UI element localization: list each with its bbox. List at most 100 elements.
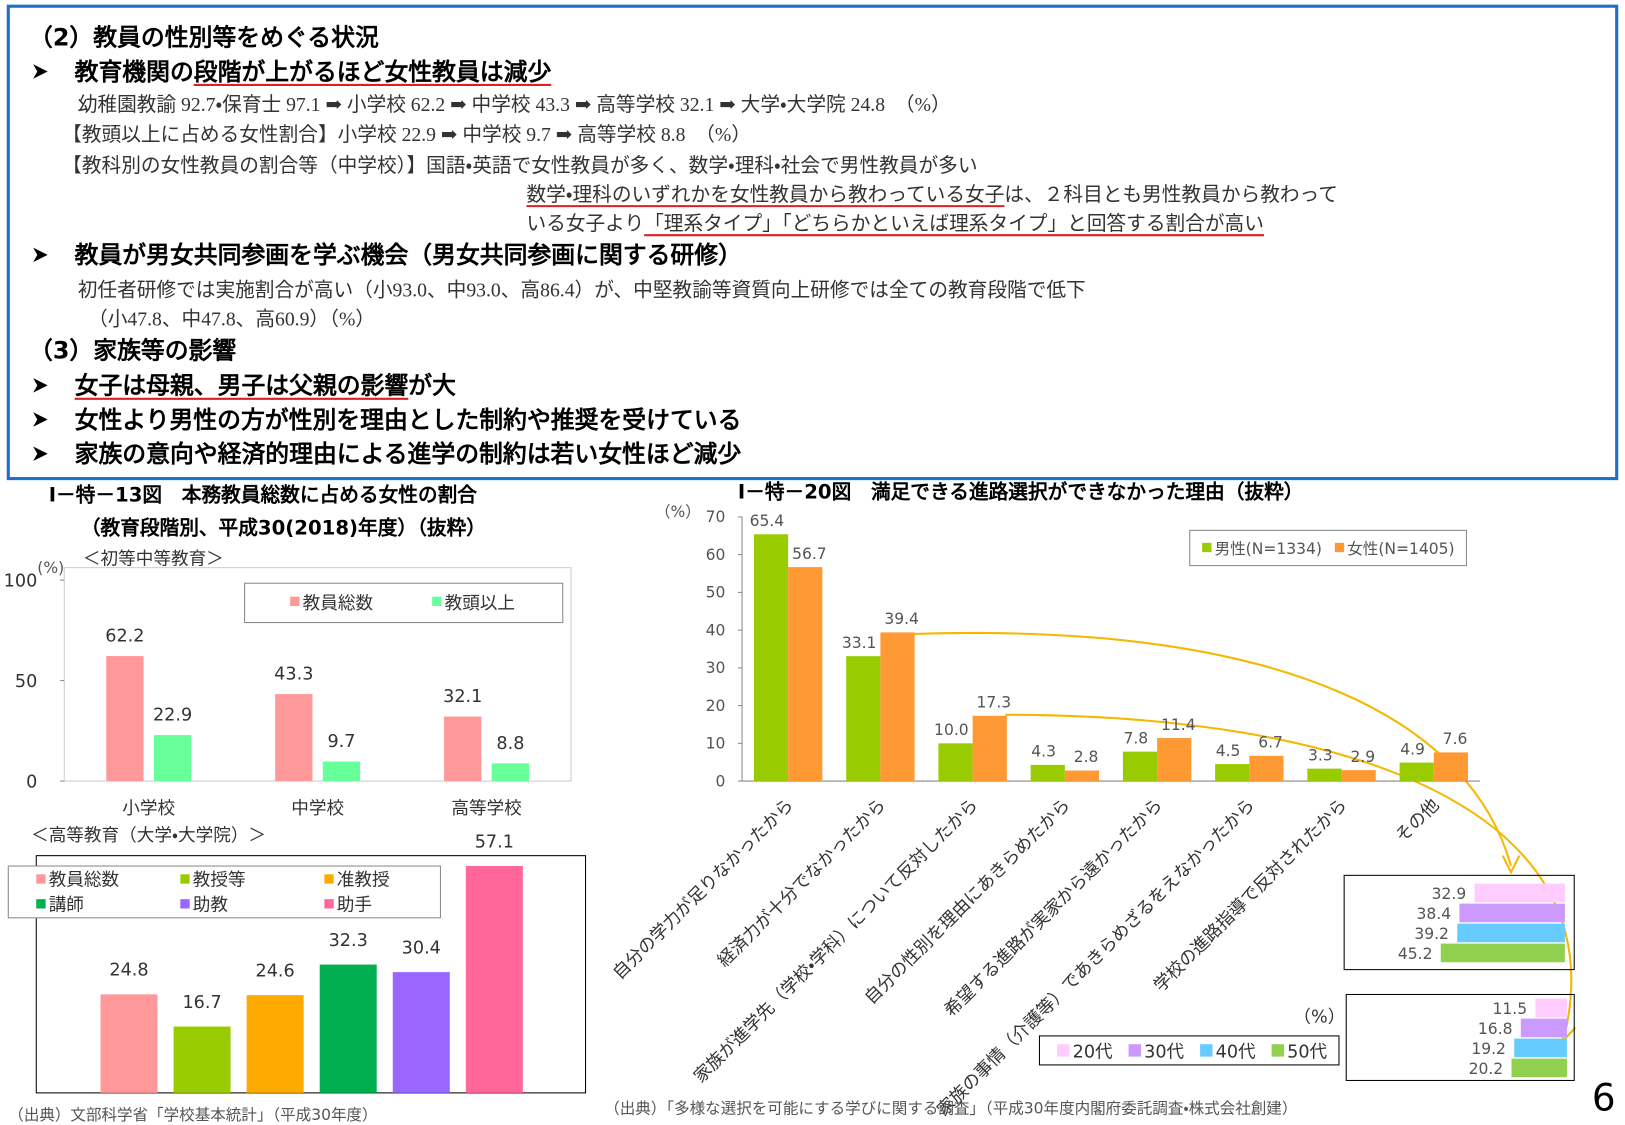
legend-label: 教頭以上 [445,594,515,614]
x-tick-label: 中学校 [291,799,344,819]
x-tick-label: 学校の進路指導で反対されたから [1150,795,1351,996]
bar [1215,764,1250,782]
data-label: 4.5 [1216,742,1241,760]
data-label: 56.7 [792,545,827,563]
bar [788,567,823,782]
text-line: （3）家族等の影響 [29,336,236,364]
source-note: （出典）文部科学省「学校基本統計」（平成30年度） [8,1106,377,1124]
inset-frame [1343,874,1575,971]
legend-swatch [1271,1044,1285,1057]
data-label: 45.2 [1398,945,1433,963]
legend-label: 50代 [1287,1043,1327,1063]
connector-arrow [1005,713,1573,1035]
data-label: 2.8 [1074,748,1099,766]
data-label: 2.9 [1350,748,1375,766]
text-line: 教育機関の段階が上がるほど女性教員は減少 [74,58,552,86]
text-line: 数学・理科のいずれかを女性教員から教わっている女子は、２科目とも男性教員から教わ… [526,184,1337,206]
y-tick-label: 30 [706,659,726,677]
legend-swatch [1057,1044,1070,1057]
bar [938,743,973,782]
data-label: 38.4 [1417,905,1452,923]
legend-swatch [1128,1044,1142,1057]
data-label: 3.3 [1308,746,1333,764]
y-unit: （%） [1293,1007,1345,1027]
bar [392,972,450,1093]
x-tick-label: 自分の性別を理由にあきらめたから [861,795,1074,1008]
bar [173,1026,231,1093]
text-line: 家族の意向や経済的理由による進学の制約は若い女性ほど減少 [75,440,742,468]
chart-section: ＜初等中等教育＞ [83,550,224,570]
bar [1514,1038,1567,1058]
bar [1535,998,1567,1018]
bullet-arrow [33,378,48,393]
legend-label: 女性(N=1405) [1347,540,1454,558]
data-label: 33.1 [842,634,877,652]
legend-swatch [324,874,334,884]
text-segment: 女子は母親、男子は父親の影響 [75,372,409,400]
bar [100,994,158,1093]
legend-label: 40代 [1216,1043,1256,1063]
data-label: 10.0 [934,721,969,739]
data-label: 7.6 [1443,730,1468,748]
text-segment: （3）家族等の影響 [29,336,236,364]
text-segment: （小47.8、中47.8、高60.9）（%） [88,308,375,330]
legend-swatch [290,596,300,607]
inset-frame [1345,993,1575,1081]
data-label: 16.7 [182,993,221,1013]
legend-box [1189,529,1467,567]
text-segment: 【教科別の女性教員の割合等（中学校）】国語・英語で女性教員が多く、数学・理科・社… [62,155,977,177]
y-tick-label: 70 [706,508,726,526]
text-line: 【教頭以上に占める女性割合】小学校 22.9 ➡ 中学校 9.7 ➡ 高等学校 … [62,124,751,146]
bar [753,534,789,782]
text-line: （2）教員の性別等をめぐる状況 [29,24,379,52]
arrow-head [1501,855,1521,875]
data-label: 4.3 [1031,743,1056,761]
text-line: 【教科別の女性教員の割合等（中学校）】国語・英語で女性教員が多く、数学・理科・社… [62,155,977,177]
data-label: 30.4 [402,938,441,958]
y-tick-label: 100 [4,571,38,591]
chart-subtitle: （教育段階別、平成30(2018)年度）（抜粋） [81,517,486,540]
legend-label: 教員総数 [49,871,120,891]
text-line: 女子は母親、男子は父親の影響が大 [75,372,457,400]
y-tick-label: 0 [716,772,726,790]
bar [1433,752,1468,782]
bar [972,715,1007,782]
bar [322,761,361,782]
data-label: 19.2 [1471,1040,1506,1058]
x-tick-label: 経済力が十分でなかったから [714,795,890,971]
plot-frame [35,855,587,1094]
legend-swatch [180,874,190,884]
legend-label: 教授等 [193,871,246,891]
legend-swatch [36,899,46,909]
chart-section: ＜高等教育（大学・大学院）＞ [31,826,266,846]
data-label: 39.2 [1414,925,1449,943]
bar [1457,923,1565,943]
data-label: 65.4 [750,512,785,530]
text-segment: 「理系タイプ」「どちらかといえば理系タイプ」と回答する割合が高い [644,213,1264,235]
legend-swatch [324,899,334,909]
bar [444,716,482,782]
bar [1030,764,1065,782]
y-tick-label: 10 [706,735,726,753]
bullet-arrow [33,247,48,263]
bar [1341,770,1376,782]
text-segment: が大 [408,372,456,400]
data-label: 32.3 [329,931,368,951]
text-segment: 家族の意向や経済的理由による進学の制約は若い女性ほど減少 [75,440,742,468]
text-segment: 初任者研修では実施割合が高い（小93.0、中93.0、高86.4）が、中堅教諭等… [78,279,1086,301]
text-line: （小47.8、中47.8、高60.9）（%） [88,308,375,330]
legend-swatch [432,596,442,607]
y-tick-label: 0 [26,772,37,792]
legend-swatch [1202,542,1212,553]
bar [275,694,313,782]
data-label: 11.5 [1492,1000,1527,1018]
text-line: 幼稚園教諭 92.7・保育士 97.1 ➡ 小学校 62.2 ➡ 中学校 43.… [78,94,951,116]
text-segment: 教員が男女共同参画を学ぶ機会（男女共同参画に関する研修） [74,241,742,269]
bar [1474,883,1565,903]
bar [1249,755,1284,782]
legend-label: 男性(N=1334) [1215,540,1322,558]
chart-title: Ⅰ－特－13図 本務教員総数に占める女性の割合 [49,483,478,506]
text-segment: 教育機関の [74,58,194,86]
data-label: 62.2 [105,627,144,647]
